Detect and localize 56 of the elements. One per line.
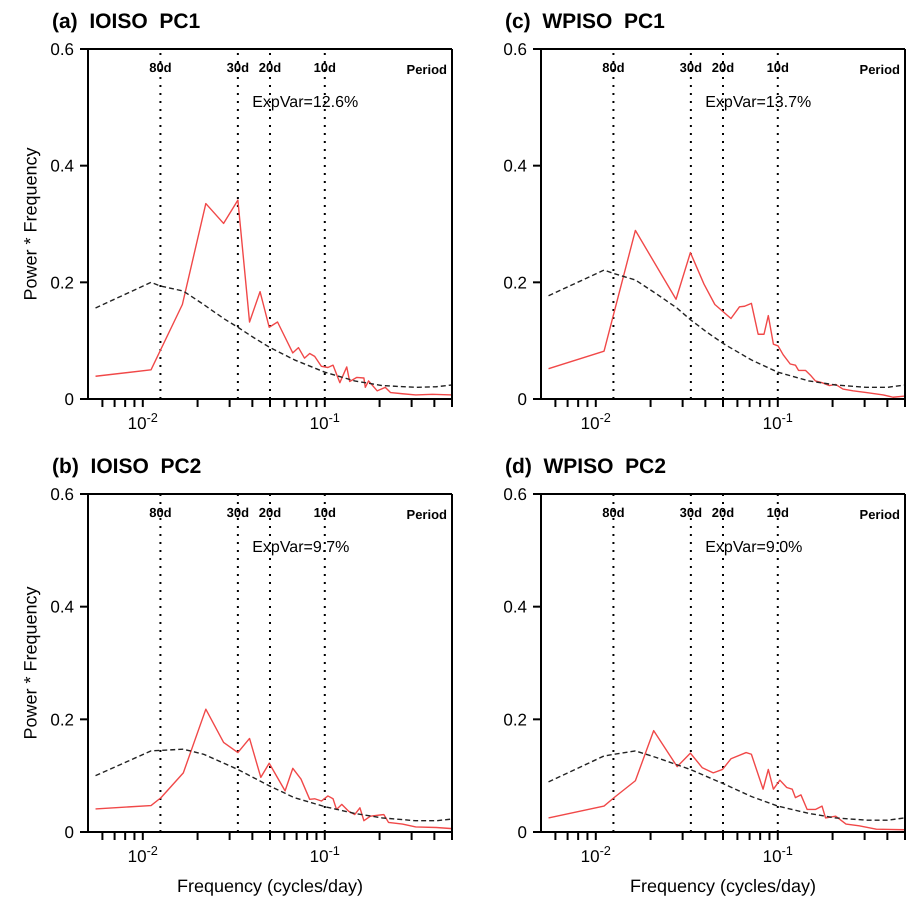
x-tick-label: 10$^{-1}$ <box>762 410 793 433</box>
x-tick-label: 10$^{-1}$ <box>762 842 793 866</box>
y-tick-label: 0.4 <box>50 598 74 617</box>
y-tick-label: 0.2 <box>503 710 527 730</box>
chart-title: (a) IOISO PC1 <box>52 10 200 34</box>
annotation: Period <box>406 62 447 77</box>
y-tick-label: 0.2 <box>50 273 74 292</box>
y-axis-title: Power * Frequency <box>20 147 40 301</box>
chart-title: (b) IOISO PC2 <box>52 455 202 479</box>
y-tick-label: 0.6 <box>503 40 527 59</box>
ref-line-label: 30d <box>680 60 702 76</box>
y-tick-label: 0.6 <box>503 485 527 504</box>
x-tick-label: 10$^{-2}$ <box>128 410 158 433</box>
ref-line-label: 10d <box>314 60 336 76</box>
ref-line-label: 30d <box>226 505 250 520</box>
x-tick-label: 10$^{-2}$ <box>580 842 611 866</box>
ref-line-label: 30d <box>680 505 702 520</box>
y-tick-label: 0.4 <box>50 156 74 176</box>
ref-line-label: 10d <box>766 60 790 76</box>
y-tick-label: 0.2 <box>503 273 527 292</box>
ref-line-label: 20d <box>712 505 734 520</box>
ref-line-label: 80d <box>149 60 172 76</box>
chart-title: (c) WPISO PC1 <box>505 10 665 34</box>
y-tick-label: 0.4 <box>503 598 527 617</box>
y-tick-label: 0.6 <box>50 485 74 504</box>
ref-line-label: 20d <box>712 60 734 76</box>
x-tick-label: 10$^{-1}$ <box>310 410 340 433</box>
ref-line-label: 80d <box>602 60 625 76</box>
annotation: ExpVar=12.6% <box>252 94 358 112</box>
ref-line-label: 20d <box>258 505 282 520</box>
x-tick-label: 10$^{-2}$ <box>580 410 611 433</box>
chart-title: (d) WPISO PC2 <box>505 455 666 479</box>
annotation: Period <box>406 507 447 522</box>
y-tick-label: 0.4 <box>503 156 527 176</box>
y-tick-label: 0 <box>64 823 74 842</box>
annotation: ExpVar=9.7% <box>252 539 350 557</box>
y-tick-label: 0 <box>518 823 527 842</box>
ref-line-label: 30d <box>226 60 250 76</box>
annotation: ExpVar=13.7% <box>705 94 812 112</box>
annotation: Period <box>860 507 900 522</box>
ref-line-label: 10d <box>766 505 790 520</box>
y-tick-label: 0 <box>64 390 74 409</box>
x-tick-label: 10$^{-2}$ <box>128 842 158 866</box>
y-axis-title: Power * Frequency <box>20 586 40 740</box>
y-tick-label: 0 <box>518 390 527 409</box>
annotation: ExpVar=9.0% <box>705 539 802 557</box>
ref-line-label: 80d <box>602 505 625 520</box>
y-tick-label: 0.6 <box>50 40 74 59</box>
x-tick-label: 10$^{-1}$ <box>310 842 340 866</box>
annotation: Period <box>860 62 900 77</box>
ref-line-label: 20d <box>258 60 282 76</box>
x-axis-title: Frequency (cycles/day) <box>176 876 364 896</box>
ref-line-label: 10d <box>314 505 336 520</box>
y-tick-label: 0.2 <box>50 710 74 730</box>
ref-line-label: 80d <box>149 505 172 520</box>
x-axis-title: Frequency (cycles/day) <box>630 876 816 896</box>
